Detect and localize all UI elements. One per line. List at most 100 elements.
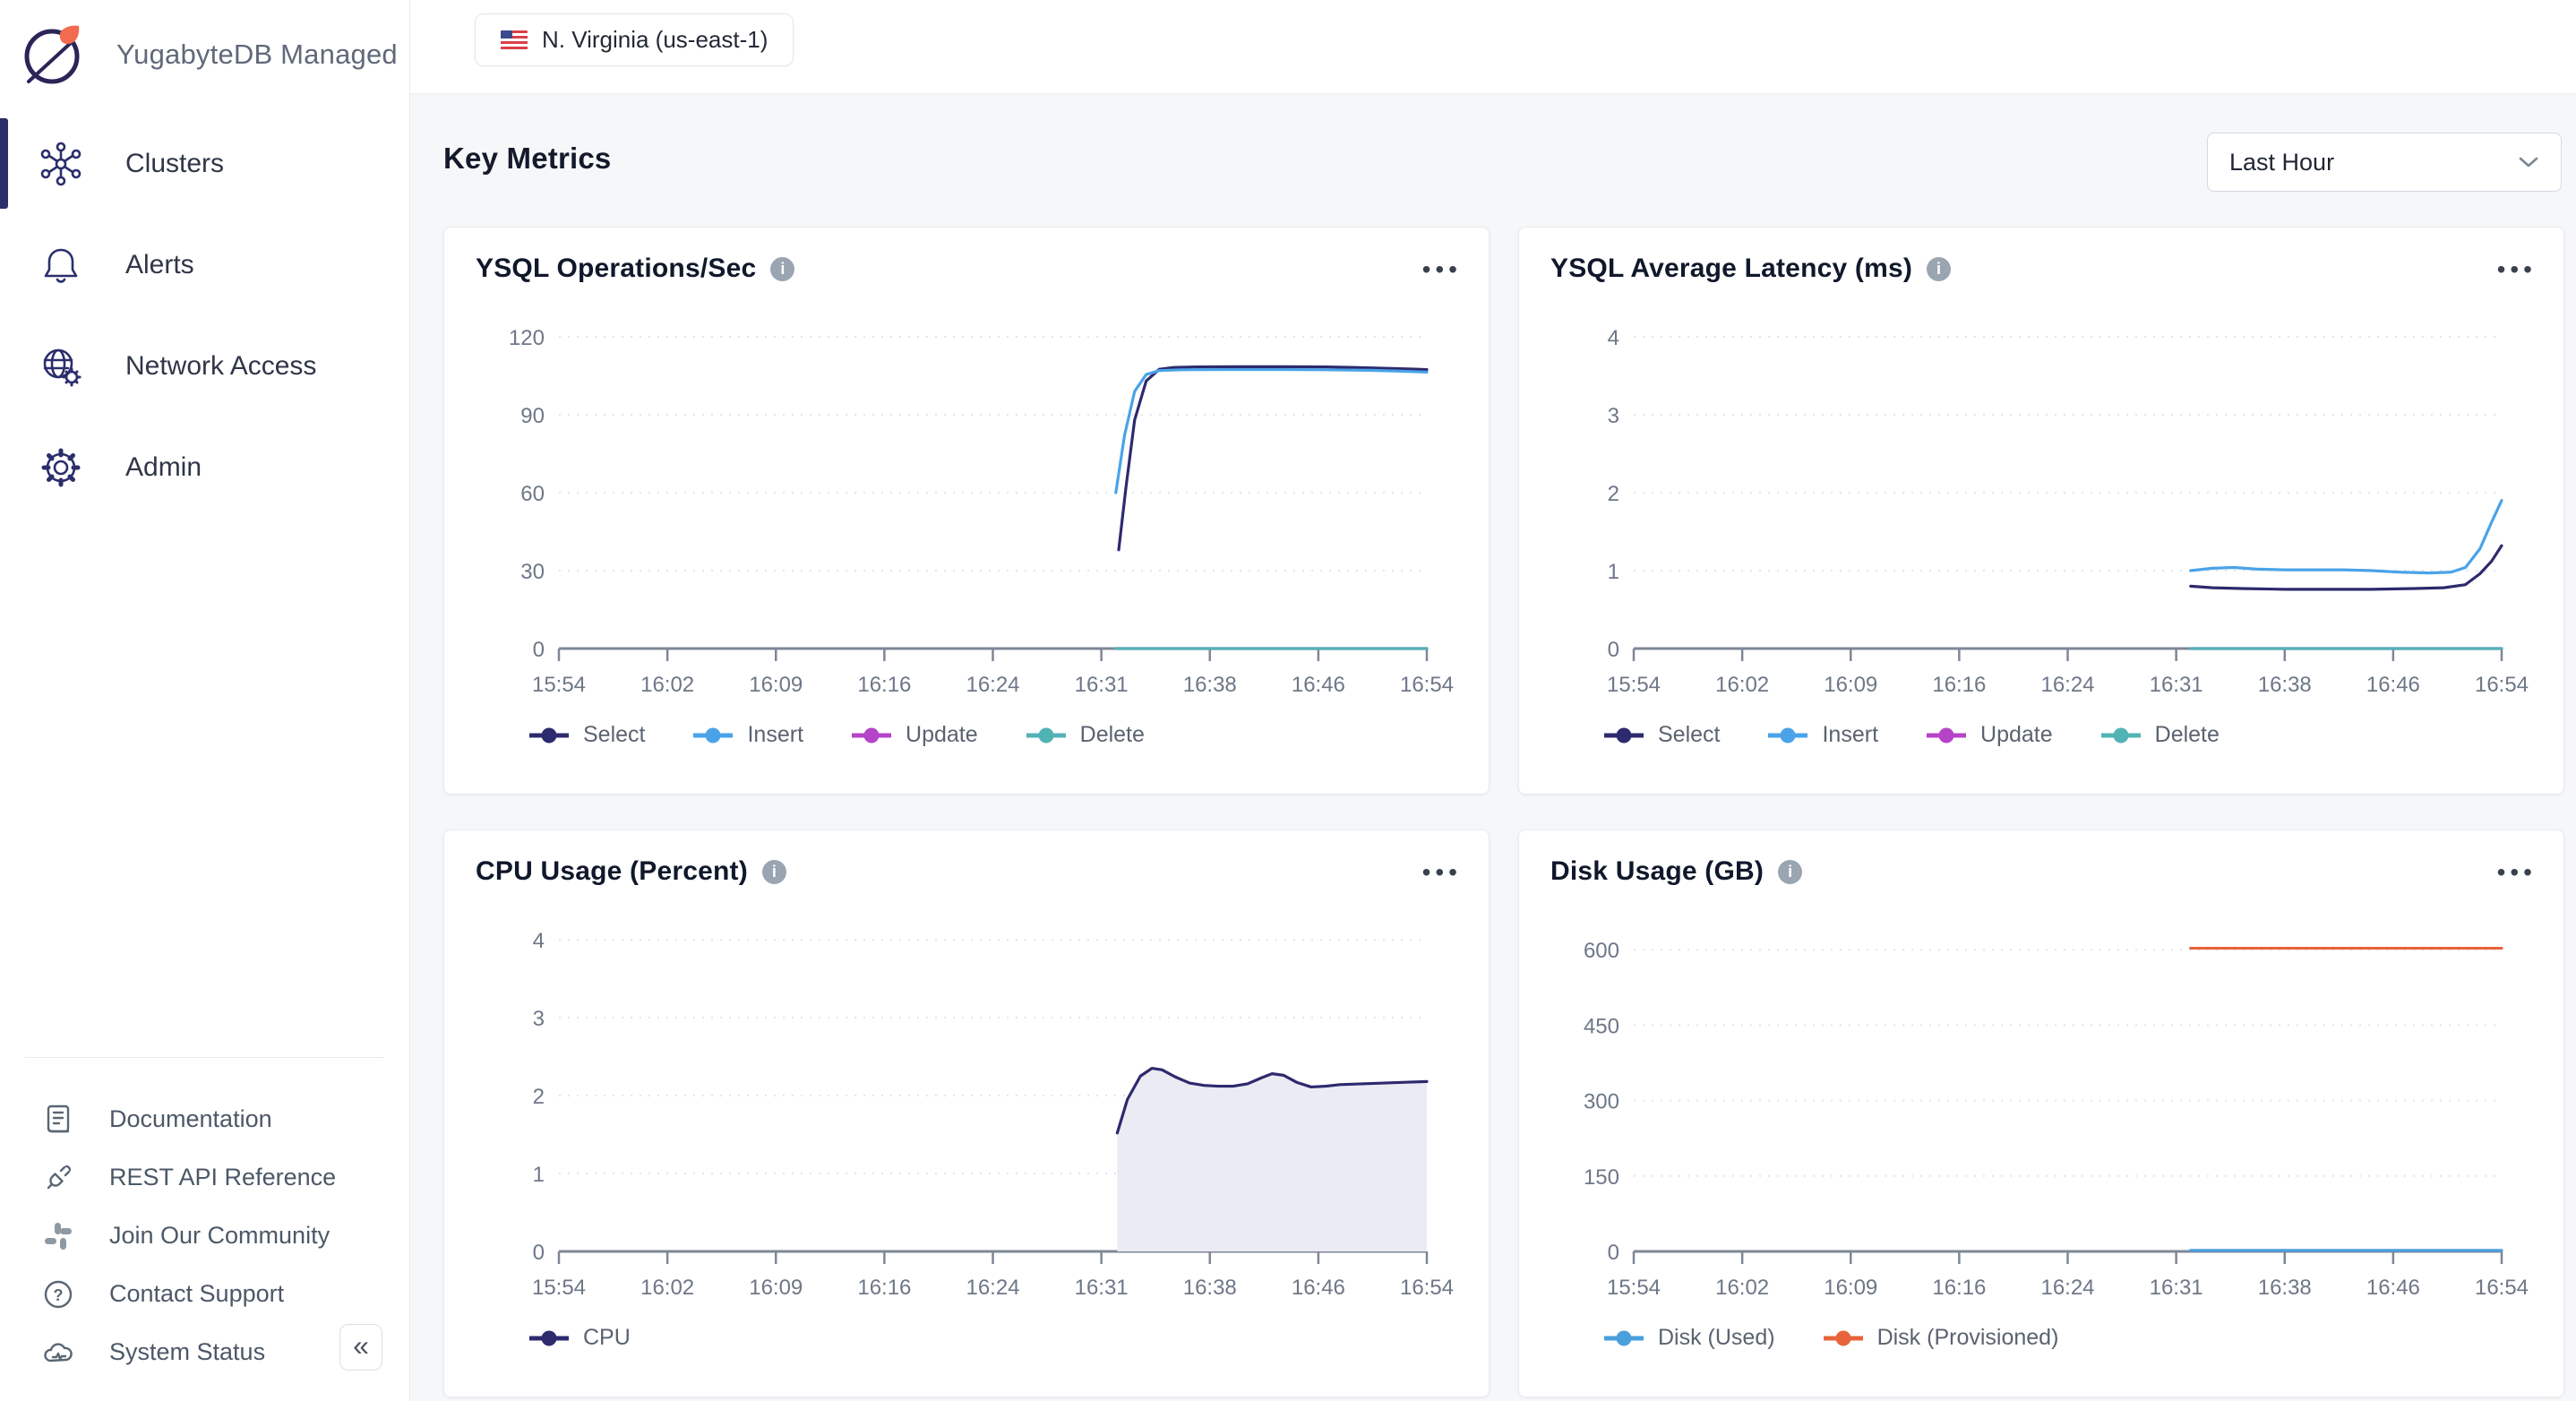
legend-item-insert[interactable]: Insert xyxy=(1768,722,1878,748)
ysql-operations-chart: 030609012015:5416:0216:0916:1616:2416:31… xyxy=(444,228,1490,795)
legend-label: Update xyxy=(1980,722,2053,748)
info-icon[interactable] xyxy=(770,257,794,281)
svg-text:16:46: 16:46 xyxy=(1292,673,1345,697)
svg-text:150: 150 xyxy=(1584,1165,1619,1190)
svg-text:16:31: 16:31 xyxy=(1075,673,1129,697)
legend-label: Delete xyxy=(2155,722,2220,748)
chart-title: Disk Usage (GB) xyxy=(1550,856,1764,887)
legend-item-insert[interactable]: Insert xyxy=(693,722,803,748)
link-join-community[interactable]: Join Our Community xyxy=(0,1207,409,1265)
svg-text:16:09: 16:09 xyxy=(1824,673,1877,697)
sidebar-item-clusters[interactable]: Clusters xyxy=(0,113,409,214)
link-contact-support[interactable]: ? Contact Support xyxy=(0,1265,409,1323)
svg-text:16:46: 16:46 xyxy=(1292,1276,1345,1300)
svg-text:16:31: 16:31 xyxy=(2150,673,2203,697)
svg-text:16:24: 16:24 xyxy=(966,1276,1019,1300)
info-icon[interactable] xyxy=(1927,257,1951,281)
svg-text:90: 90 xyxy=(520,404,545,428)
svg-text:16:54: 16:54 xyxy=(1400,1276,1454,1300)
svg-text:0: 0 xyxy=(533,638,545,662)
page-title: Key Metrics xyxy=(443,142,611,176)
card-menu-button[interactable] xyxy=(2497,255,2537,282)
clusters-icon xyxy=(36,139,86,189)
svg-text:16:54: 16:54 xyxy=(2475,1276,2529,1300)
time-range-value: Last Hour xyxy=(2229,149,2518,176)
legend-marker-icon xyxy=(1824,1330,1863,1346)
svg-text:300: 300 xyxy=(1584,1090,1619,1114)
legend-item-disk-used[interactable]: Disk (Used) xyxy=(1604,1325,1775,1351)
info-icon[interactable] xyxy=(1778,860,1802,884)
gear-icon xyxy=(36,443,86,493)
region-selector[interactable]: N. Virginia (us-east-1) xyxy=(475,13,794,66)
legend-item-update[interactable]: Update xyxy=(1927,722,2053,748)
sidebar-item-network-access[interactable]: Network Access xyxy=(0,315,409,417)
card-menu-button[interactable] xyxy=(2497,858,2537,885)
legend-item-delete[interactable]: Delete xyxy=(1026,722,1145,748)
svg-text:16:38: 16:38 xyxy=(1183,1276,1237,1300)
svg-text:120: 120 xyxy=(509,326,545,350)
card-menu-button[interactable] xyxy=(1422,255,1462,282)
legend-item-select[interactable]: Select xyxy=(529,722,645,748)
time-range-select[interactable]: Last Hour xyxy=(2207,133,2562,192)
svg-text:16:02: 16:02 xyxy=(640,673,694,697)
sidebar-item-label: Network Access xyxy=(125,351,316,382)
svg-text:30: 30 xyxy=(520,560,545,584)
svg-text:16:24: 16:24 xyxy=(2040,673,2094,697)
slack-icon xyxy=(39,1217,77,1255)
svg-text:16:16: 16:16 xyxy=(857,1276,911,1300)
link-label: System Status xyxy=(109,1338,265,1366)
svg-text:4: 4 xyxy=(1608,326,1619,350)
legend-label: Insert xyxy=(747,722,803,748)
svg-text:16:16: 16:16 xyxy=(857,673,911,697)
svg-text:15:54: 15:54 xyxy=(532,1276,586,1300)
document-icon xyxy=(39,1101,77,1139)
legend-label: Update xyxy=(906,722,978,748)
svg-text:16:38: 16:38 xyxy=(1183,673,1237,697)
sidebar-item-alerts[interactable]: Alerts xyxy=(0,214,409,315)
question-circle-icon: ? xyxy=(39,1276,77,1313)
svg-text:0: 0 xyxy=(533,1241,545,1265)
svg-text:16:31: 16:31 xyxy=(2150,1276,2203,1300)
svg-text:16:54: 16:54 xyxy=(2475,673,2529,697)
card-menu-button[interactable] xyxy=(1422,858,1462,885)
link-rest-api-reference[interactable]: REST API Reference xyxy=(0,1148,409,1207)
svg-text:16:46: 16:46 xyxy=(2366,1276,2420,1300)
legend-item-disk-provisioned[interactable]: Disk (Provisioned) xyxy=(1824,1325,2059,1351)
app-logo: YugabyteDB Managed xyxy=(0,0,409,90)
sidebar-collapse-button[interactable] xyxy=(339,1324,382,1371)
legend-item-delete[interactable]: Delete xyxy=(2101,722,2220,748)
sidebar-item-label: Clusters xyxy=(125,149,224,179)
legend-item-cpu[interactable]: CPU xyxy=(529,1325,631,1351)
legend-marker-icon xyxy=(1604,727,1644,743)
legend-label: Select xyxy=(583,722,645,748)
chart-card-disk-usage: Disk Usage (GB) 015030045060015:5416:021… xyxy=(1518,829,2564,1397)
legend-item-update[interactable]: Update xyxy=(852,722,978,748)
sidebar-item-label: Alerts xyxy=(125,250,194,280)
top-bar: N. Virginia (us-east-1) xyxy=(410,0,2576,94)
svg-text:1: 1 xyxy=(533,1163,545,1187)
svg-text:1: 1 xyxy=(1608,560,1619,584)
chart-title: YSQL Average Latency (ms) xyxy=(1550,254,1912,284)
svg-text:2: 2 xyxy=(533,1085,545,1109)
link-label: Documentation xyxy=(109,1105,272,1133)
chart-title: CPU Usage (Percent) xyxy=(476,856,748,887)
chart-card-ysql-latency: YSQL Average Latency (ms) 0123415:5416:0… xyxy=(1518,227,2564,795)
svg-text:2: 2 xyxy=(1608,482,1619,506)
divider xyxy=(25,1057,384,1058)
svg-text:15:54: 15:54 xyxy=(1607,673,1661,697)
svg-text:16:38: 16:38 xyxy=(2258,1276,2312,1300)
link-label: Contact Support xyxy=(109,1280,284,1308)
info-icon[interactable] xyxy=(762,860,786,884)
link-label: REST API Reference xyxy=(109,1164,336,1191)
legend-label: Insert xyxy=(1822,722,1878,748)
svg-text:16:09: 16:09 xyxy=(749,1276,803,1300)
legend-marker-icon xyxy=(1768,727,1807,743)
legend-marker-icon xyxy=(529,727,569,743)
svg-text:16:09: 16:09 xyxy=(1824,1276,1877,1300)
svg-text:16:46: 16:46 xyxy=(2366,673,2420,697)
legend-label: Disk (Provisioned) xyxy=(1877,1325,2059,1351)
sidebar-item-admin[interactable]: Admin xyxy=(0,417,409,518)
link-documentation[interactable]: Documentation xyxy=(0,1090,409,1148)
chart-card-cpu-usage: CPU Usage (Percent) 0123415:5416:0216:09… xyxy=(443,829,1490,1397)
legend-item-select[interactable]: Select xyxy=(1604,722,1720,748)
